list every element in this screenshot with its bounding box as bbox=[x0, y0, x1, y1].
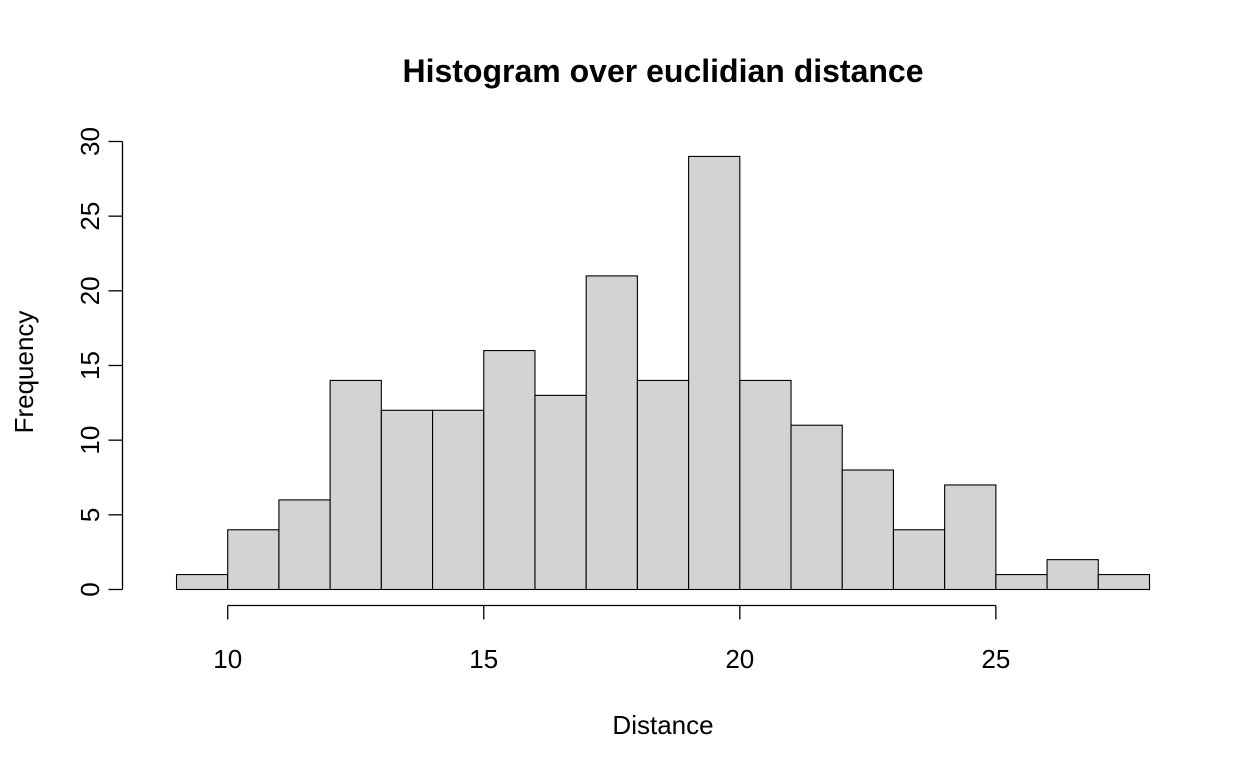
histogram-bar bbox=[483, 350, 536, 591]
histogram-bar bbox=[432, 409, 485, 591]
histogram-bar bbox=[1097, 574, 1151, 591]
x-tick-label: 15 bbox=[469, 644, 498, 674]
y-tick-label: 20 bbox=[75, 276, 105, 305]
x-tick-label: 25 bbox=[981, 644, 1010, 674]
histogram-bar bbox=[636, 379, 690, 591]
histogram-bar bbox=[585, 275, 638, 591]
histogram-bar bbox=[175, 574, 229, 591]
y-axis: 0 5 10 15 20 25 30 bbox=[75, 127, 124, 597]
x-tick-label: 20 bbox=[725, 644, 754, 674]
y-tick-label: 10 bbox=[75, 426, 105, 455]
histogram-bar bbox=[688, 155, 741, 591]
x-tick-label: 10 bbox=[213, 644, 242, 674]
histogram-bars bbox=[175, 155, 1151, 591]
y-tick-label: 30 bbox=[75, 127, 105, 156]
histogram-bar bbox=[380, 409, 434, 591]
y-axis-label: Frequency bbox=[9, 311, 39, 434]
histogram-bar bbox=[329, 379, 382, 591]
y-tick-label: 15 bbox=[75, 351, 105, 380]
histogram-bar bbox=[739, 379, 792, 591]
histogram-bar bbox=[892, 529, 946, 591]
y-tick-label: 0 bbox=[75, 582, 105, 596]
y-tick-label: 25 bbox=[75, 202, 105, 231]
y-tick-label: 5 bbox=[75, 508, 105, 522]
histogram-bar bbox=[790, 424, 843, 591]
histogram-bar bbox=[227, 529, 280, 591]
histogram-bar bbox=[944, 484, 997, 591]
histogram-bar bbox=[534, 394, 587, 591]
histogram-bar bbox=[995, 574, 1048, 591]
chart-title: Histogram over euclidian distance bbox=[402, 53, 923, 89]
x-axis-label: Distance bbox=[612, 710, 713, 740]
histogram-bar bbox=[278, 499, 331, 591]
histogram-bar bbox=[1046, 559, 1099, 591]
histogram-bar bbox=[841, 469, 894, 591]
x-axis: 10 15 20 25 bbox=[213, 604, 1010, 674]
